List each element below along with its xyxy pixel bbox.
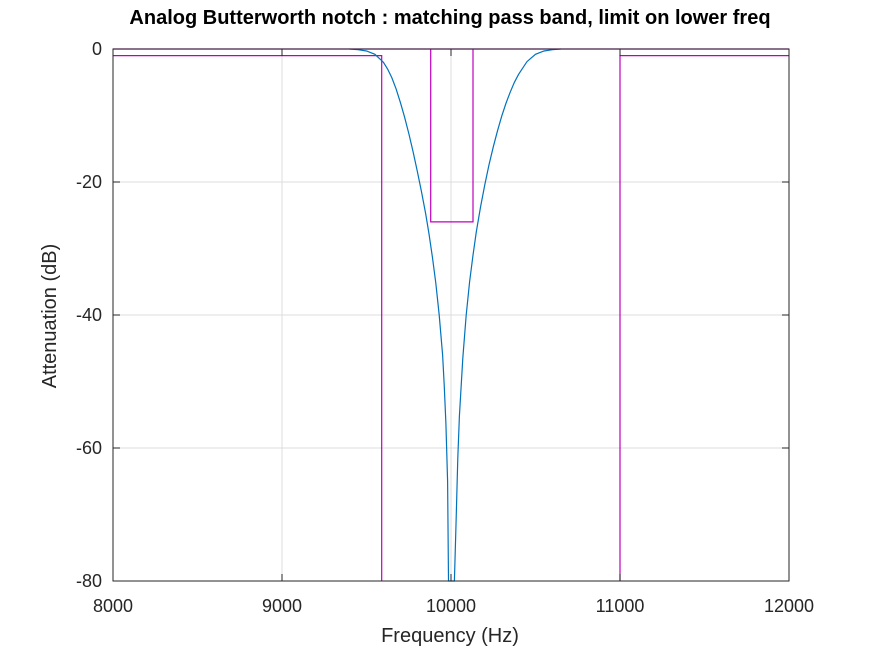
x-tick-label: 9000 [262,596,302,616]
tick-labels: 8000 9000 10000 11000 12000 0 -20 -40 -60 -80 [76,39,814,616]
axes [112,48,790,582]
x-tick-label: 8000 [93,596,133,616]
x-axis-label: Frequency (Hz) [381,625,519,647]
y-tick-label: 0 [92,39,102,59]
y-tick-label: -20 [76,172,102,192]
y-tick-label: -60 [76,438,102,458]
x-tick-label: 11000 [596,596,645,616]
x-tick-label: 12000 [764,596,814,616]
chart-title: Analog Butterworth notch : matching pass… [129,7,770,29]
y-axis-label: Attenuation (dB) [39,244,61,389]
y-tick-label: -80 [76,571,102,591]
stopband-limit-line [430,49,474,223]
y-tick-label: -40 [76,305,102,325]
passband-limit-low-line [113,54,383,581]
x-tick-label: 10000 [426,596,476,616]
